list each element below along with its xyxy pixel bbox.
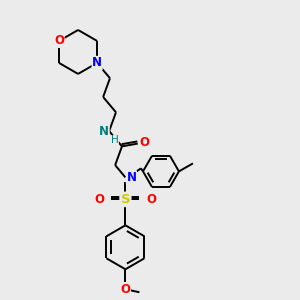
Text: N: N [99, 124, 109, 138]
Text: H: H [111, 135, 119, 145]
Text: O: O [120, 283, 130, 296]
Text: O: O [94, 193, 104, 206]
Text: O: O [146, 193, 156, 206]
Text: N: N [126, 171, 136, 184]
Text: S: S [121, 193, 130, 206]
Text: N: N [92, 56, 102, 69]
Text: O: O [54, 34, 64, 47]
Text: O: O [140, 136, 150, 149]
